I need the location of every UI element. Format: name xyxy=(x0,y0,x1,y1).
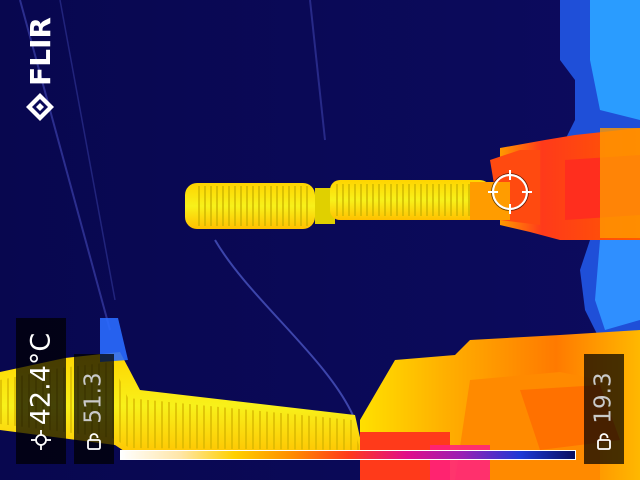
flir-logo: FLIR xyxy=(20,17,60,122)
scale-min-readout[interactable]: 19.3 xyxy=(584,354,624,464)
spot-temperature-readout: 42.4°C xyxy=(16,318,66,464)
brand-name: FLIR xyxy=(23,17,57,86)
spot-temperature-value: 42.4°C xyxy=(25,333,57,426)
lock-icon xyxy=(87,433,101,450)
scale-min-value: 19.3 xyxy=(590,372,617,424)
flir-diamond-icon xyxy=(26,93,54,121)
scale-max-value: 51.3 xyxy=(80,372,107,424)
spot-crosshair-icon[interactable] xyxy=(488,170,532,214)
scale-max-readout[interactable]: 51.3 xyxy=(74,354,114,464)
lock-icon xyxy=(597,433,611,450)
temperature-color-scale xyxy=(120,450,576,460)
crosshair-target-icon xyxy=(31,430,51,450)
